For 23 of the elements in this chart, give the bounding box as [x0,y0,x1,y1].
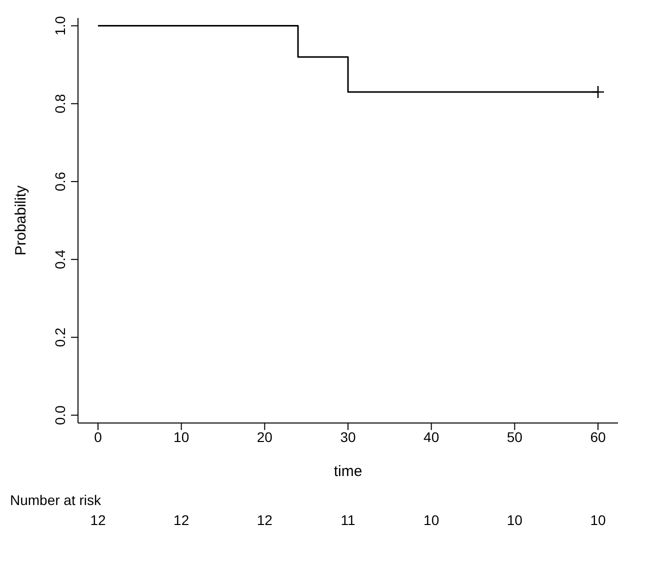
x-tick-label: 50 [506,428,523,445]
x-tick-label: 10 [174,428,190,445]
y-tick-label: 0.4 [52,250,68,270]
y-tick-label: 0.0 [52,405,68,425]
text: 10 [589,512,607,528]
x-tick-label: 20 [256,428,273,445]
y-tick-label: 0.6 [52,172,68,192]
x-tick-label: 60 [590,428,606,445]
y-axis-title: Probability [12,184,30,256]
y-tick-label: 0.8 [52,94,68,114]
text: Number at risk [10,492,102,508]
y-tick-label: 0.2 [52,327,68,348]
x-tick-label: 0 [94,428,102,445]
text: 11 [340,512,356,528]
y-tick-label: 1.0 [52,16,68,36]
x-axis-title: time [334,463,362,480]
text: 12 [256,512,274,528]
x-tick-label: 30 [340,428,356,445]
x-tick-label: 40 [424,428,440,445]
text: 10 [506,512,524,528]
text: 12 [172,512,190,528]
text: 10 [422,512,440,528]
text: 12 [89,512,107,528]
